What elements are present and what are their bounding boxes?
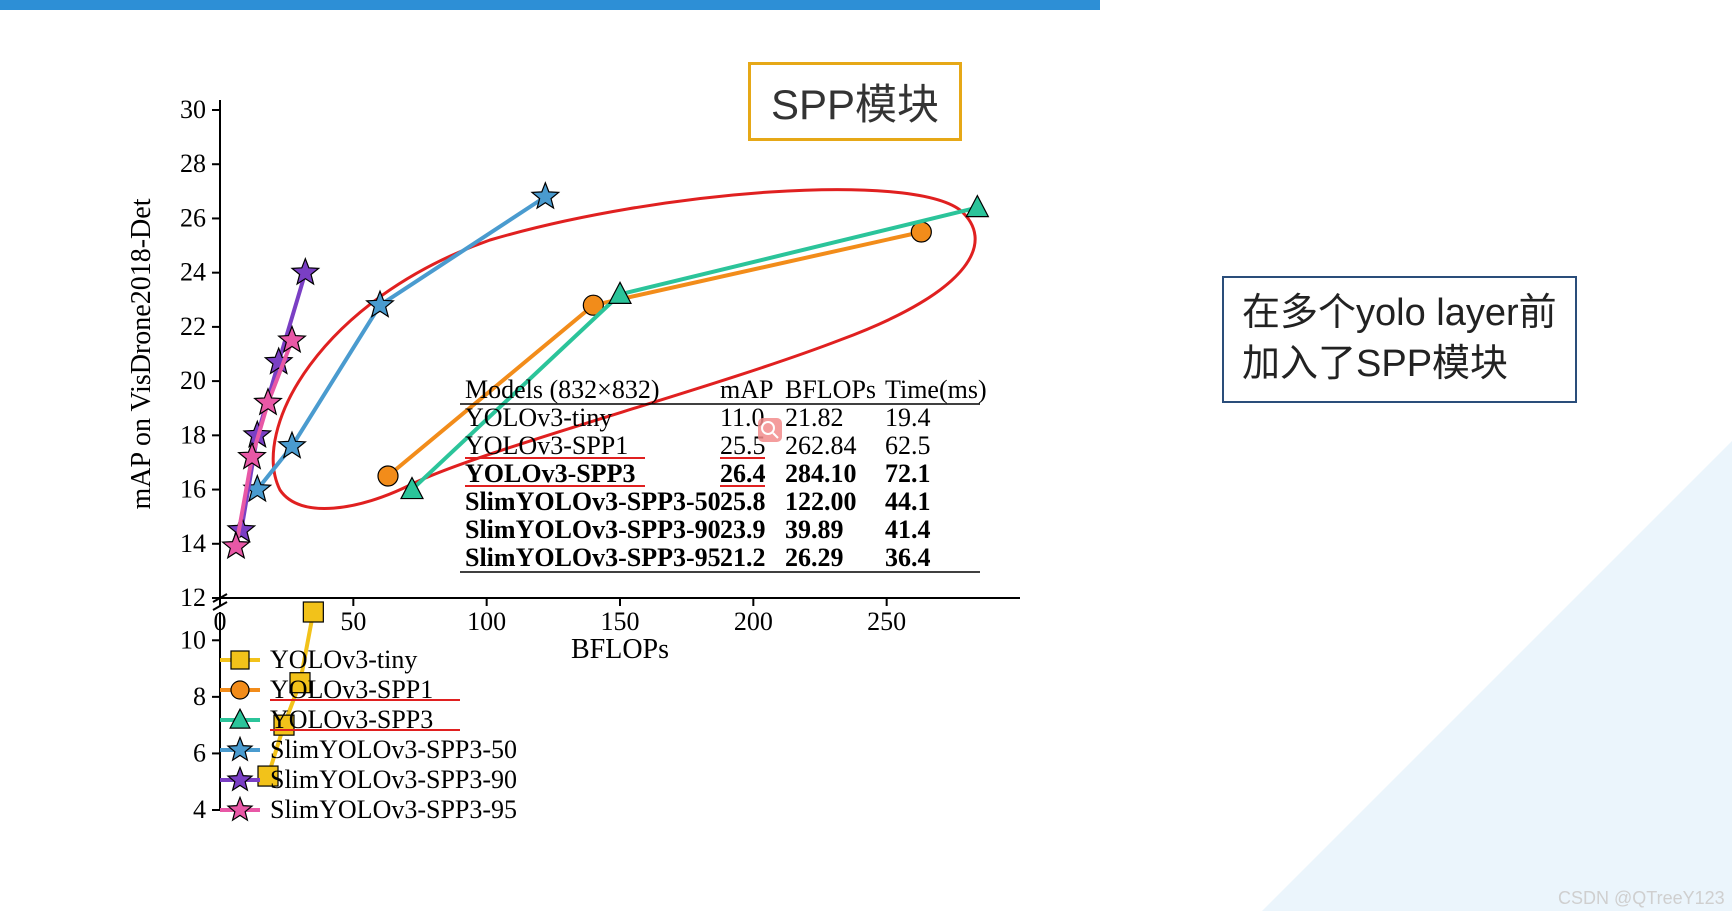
- table-header-models: Models (832×832): [465, 375, 659, 404]
- y-tick-label: 18: [180, 420, 206, 449]
- annotation-note-box: 在多个yolo layer前 加入了SPP模块: [1222, 276, 1577, 403]
- x-tick-label: 200: [734, 607, 773, 636]
- table-cell-map: 11.0: [720, 403, 765, 432]
- table-header-time: Time(ms): [885, 375, 987, 404]
- y-tick-label: 16: [180, 475, 206, 504]
- search-icon: [758, 418, 782, 442]
- y-tick-label: 8: [193, 682, 206, 711]
- table-cell-model: SlimYOLOv3-SPP3-95: [465, 543, 721, 572]
- x-axis-title: BFLOPs: [571, 634, 669, 665]
- y-axis-title: mAP on VisDrone2018-Det: [126, 198, 157, 509]
- table-cell-bflops: 284.10: [785, 459, 857, 488]
- table-cell-time: 62.5: [885, 431, 931, 460]
- table-cell-bflops: 122.00: [785, 487, 857, 516]
- watermark-text: CSDN @QTreeY123: [1558, 888, 1725, 909]
- table-cell-model: SlimYOLOv3-SPP3-50: [465, 487, 721, 516]
- y-tick-label: 14: [180, 529, 206, 558]
- y-tick-label: 28: [180, 149, 206, 178]
- x-tick-label: 50: [340, 607, 366, 636]
- y-tick-label: 4: [193, 795, 206, 824]
- note-line-1: 在多个yolo layer前: [1242, 292, 1557, 334]
- y-tick-label: 24: [180, 258, 206, 287]
- legend-label: SlimYOLOv3-SPP3-95: [270, 795, 517, 824]
- table-cell-map: 21.2: [720, 543, 766, 572]
- table-cell-model: YOLOv3-SPP1: [465, 431, 628, 460]
- y-tick-label: 20: [180, 366, 206, 395]
- top-stripe: [0, 0, 1100, 10]
- y-tick-label: 30: [180, 95, 206, 124]
- table-cell-time: 19.4: [885, 403, 931, 432]
- legend-label: YOLOv3-tiny: [270, 645, 417, 674]
- x-tick-label: 250: [867, 607, 906, 636]
- table-cell-model: YOLOv3-tiny: [465, 403, 612, 432]
- table-cell-time: 36.4: [885, 543, 931, 572]
- table-header-map: mAP: [720, 375, 773, 404]
- legend-label: SlimYOLOv3-SPP3-50: [270, 735, 517, 764]
- table-cell-bflops: 26.29: [785, 543, 844, 572]
- table-cell-bflops: 262.84: [785, 431, 857, 460]
- table-cell-map: 25.8: [720, 487, 766, 516]
- y-tick-label: 22: [180, 312, 206, 341]
- table-cell-model: YOLOv3-SPP3: [465, 459, 635, 488]
- table-cell-time: 44.1: [885, 487, 931, 516]
- table-cell-bflops: 21.82: [785, 403, 844, 432]
- table-header-bflops: BFLOPs: [785, 375, 876, 404]
- y-tick-label: 12: [180, 583, 206, 612]
- x-tick-label: 0: [214, 607, 227, 636]
- table-cell-map: 26.4: [720, 459, 766, 488]
- legend-label: SlimYOLOv3-SPP3-90: [270, 765, 517, 794]
- y-tick-label: 26: [180, 203, 206, 232]
- table-cell-time: 72.1: [885, 459, 931, 488]
- x-tick-label: 150: [601, 607, 640, 636]
- watermark-label: CSDN @QTreeY123: [1558, 888, 1725, 908]
- y-tick-label: 10: [180, 625, 206, 654]
- x-tick-label: 100: [467, 607, 506, 636]
- background-accent-triangle: [1212, 441, 1732, 911]
- table-cell-model: SlimYOLOv3-SPP3-90: [465, 515, 721, 544]
- y-tick-label: 6: [193, 738, 206, 767]
- performance-chart: 1214161820222426283046810050100150200250…: [60, 90, 1080, 850]
- table-cell-bflops: 39.89: [785, 515, 844, 544]
- table-cell-map: 23.9: [720, 515, 766, 544]
- note-line-2: 加入了SPP模块: [1242, 343, 1508, 385]
- table-cell-time: 41.4: [885, 515, 931, 544]
